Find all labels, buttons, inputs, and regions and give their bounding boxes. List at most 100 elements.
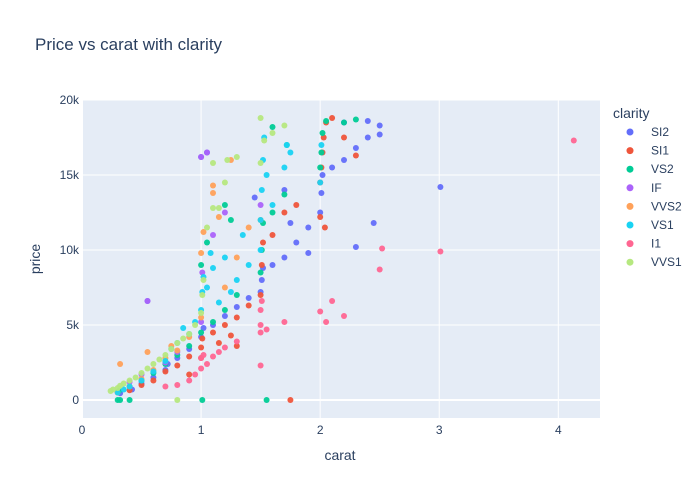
data-point — [287, 397, 294, 403]
y-axis-title: price — [27, 244, 43, 275]
legend-title: clarity — [613, 105, 650, 121]
data-point — [168, 346, 175, 352]
data-point — [210, 329, 216, 336]
data-point — [379, 245, 386, 252]
y-axis-ticks: 0 5k 10k 15k 20k — [60, 93, 80, 407]
data-point — [198, 319, 205, 325]
data-point — [352, 244, 359, 250]
data-point — [227, 332, 234, 339]
data-point — [210, 190, 216, 196]
data-point — [199, 335, 206, 342]
data-point — [261, 137, 268, 144]
data-point — [317, 179, 324, 186]
legend-item-si2[interactable]: SI2 — [626, 125, 670, 139]
data-point — [281, 191, 288, 198]
x-tick-label: 2 — [317, 423, 324, 437]
series-i1 — [162, 137, 577, 390]
data-point — [329, 164, 336, 171]
legend-item-vvs2[interactable]: VVS2 — [626, 199, 683, 213]
data-point — [323, 118, 330, 124]
data-point — [138, 377, 145, 384]
data-point — [293, 239, 300, 246]
data-point — [215, 340, 222, 346]
data-point — [120, 380, 127, 387]
data-point — [233, 277, 240, 283]
data-point — [132, 374, 139, 381]
legend-marker — [626, 184, 634, 192]
data-point — [281, 319, 288, 325]
data-point — [215, 349, 222, 355]
data-point — [317, 209, 324, 216]
data-point — [120, 386, 127, 393]
data-point — [263, 326, 270, 333]
data-point — [257, 217, 264, 223]
data-point — [269, 202, 276, 208]
data-point — [341, 119, 347, 126]
data-point — [198, 314, 205, 321]
data-point — [258, 187, 265, 193]
data-point — [204, 361, 210, 367]
data-point — [200, 277, 207, 283]
data-point — [198, 365, 205, 372]
data-point — [174, 340, 181, 346]
y-tick-label: 5k — [66, 318, 80, 332]
x-axis-title: carat — [324, 447, 355, 463]
data-point — [281, 187, 288, 193]
data-point — [258, 277, 265, 283]
data-point — [318, 149, 325, 156]
data-point — [138, 382, 145, 388]
data-point — [198, 344, 205, 351]
data-point — [269, 262, 276, 268]
data-point — [258, 298, 265, 304]
data-point — [437, 248, 444, 255]
data-point — [162, 383, 169, 390]
data-point — [305, 250, 312, 256]
data-point — [370, 220, 377, 226]
y-tick-label: 10k — [60, 243, 80, 257]
data-point — [150, 377, 157, 384]
data-point — [144, 349, 151, 355]
data-point — [221, 313, 228, 319]
data-point — [221, 322, 228, 328]
data-point — [162, 368, 169, 375]
series-vvs1 — [107, 115, 288, 403]
plot-area — [82, 100, 600, 418]
legend-marker — [626, 165, 634, 173]
data-point — [245, 224, 252, 231]
data-point — [210, 319, 216, 325]
legend-marker — [626, 147, 634, 155]
x-axis-ticks: 0 1 2 3 4 — [79, 423, 562, 437]
legend-item-vs2[interactable]: VS2 — [626, 162, 675, 176]
data-point — [263, 397, 270, 403]
data-point — [269, 209, 276, 216]
data-point — [215, 205, 222, 211]
data-point — [260, 239, 266, 246]
data-point — [162, 358, 169, 364]
legend-item-si1[interactable]: SI1 — [626, 144, 670, 158]
data-point — [233, 343, 240, 349]
data-point — [257, 115, 264, 121]
data-point — [341, 157, 347, 163]
data-point — [233, 338, 240, 345]
data-point — [318, 190, 325, 196]
x-tick-label: 4 — [555, 423, 562, 437]
data-point — [126, 397, 133, 403]
legend-item-vvs1[interactable]: VVS1 — [626, 255, 683, 269]
data-point — [437, 184, 444, 190]
data-point — [341, 313, 347, 319]
data-point — [144, 298, 151, 304]
data-point — [215, 299, 222, 306]
data-point — [376, 266, 383, 273]
data-point — [287, 149, 294, 156]
data-point — [204, 284, 210, 291]
data-point — [192, 371, 199, 378]
data-point — [352, 145, 359, 151]
data-point — [269, 232, 276, 238]
data-point — [233, 292, 240, 298]
data-point — [258, 262, 265, 268]
legend-item-if[interactable]: IF — [626, 181, 662, 195]
data-point — [210, 232, 216, 238]
legend-item-vs1[interactable]: VS1 — [626, 218, 675, 232]
legend-item-i1[interactable]: I1 — [626, 237, 662, 251]
legend[interactable]: clarity SI2 SI1 VS2 IF VVS2 VS1 I1 VVS1 — [613, 105, 682, 269]
